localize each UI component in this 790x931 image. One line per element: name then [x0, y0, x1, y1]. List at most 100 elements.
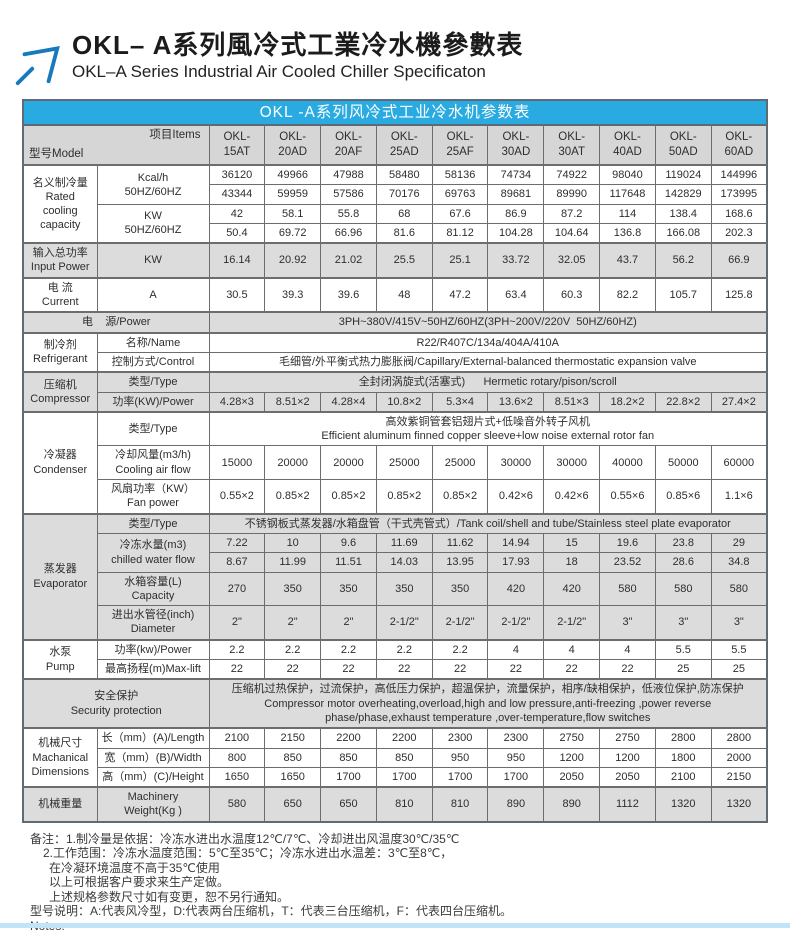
- value-cell: 168.6: [710, 203, 768, 224]
- item-cell: 类型/Type: [96, 410, 210, 447]
- item-cell: A: [96, 276, 210, 313]
- value-cell: 890: [487, 786, 545, 823]
- value-cell: 890: [543, 786, 601, 823]
- value-cell: 60.3: [543, 276, 601, 313]
- value-cell: 74734: [487, 164, 545, 186]
- table-row: 水箱容量(L) Capacity 270 350 350 350 350 420 420 580…: [23, 571, 768, 607]
- item-cell: 最高扬程(m)Max-lift: [96, 659, 210, 680]
- value-cell: 81.6: [375, 222, 433, 244]
- value-cell: 0.55×6: [599, 479, 656, 515]
- row-label-cell: 水泵 Pump: [22, 638, 98, 680]
- table-row: 电 流 Current A 30.5 39.3 39.6 48 47.2 63.4 60.3 82…: [22, 276, 768, 313]
- value-cell: 19.6: [599, 532, 656, 554]
- span-cell: 全封闭涡旋式(活塞式) Hermetic rotary/pison/scroll: [208, 371, 768, 393]
- value-cell: 58480: [375, 164, 433, 186]
- item-cell: 冷冻水量(m3) chilled water flow: [96, 532, 210, 573]
- value-cell: 89681: [487, 184, 545, 205]
- brand-arrow-icon: [15, 46, 60, 86]
- row-label-cell: 蒸发器 Evaporator: [22, 512, 98, 641]
- value-cell: 2800: [710, 727, 768, 749]
- value-cell: 0.85×2: [320, 479, 377, 515]
- value-cell: 420: [543, 571, 601, 607]
- item-cell: Machinery Weight(Kg ): [96, 786, 210, 823]
- value-cell: 60000: [710, 445, 768, 481]
- value-cell: 580: [654, 571, 712, 607]
- value-cell: 47988: [320, 164, 377, 186]
- table-row: 冷冻水量(m3) chilled water flow 7.22 10 9.6 11.6…: [23, 532, 768, 573]
- value-cell: 136.8: [599, 222, 656, 244]
- value-cell: 2300: [487, 727, 545, 749]
- value-cell: 8.67: [208, 552, 266, 573]
- value-cell: 22: [264, 659, 322, 680]
- value-cell: 30.5: [208, 276, 266, 313]
- value-cell: 22: [543, 659, 601, 680]
- value-cell: 4: [543, 638, 601, 661]
- value-cell: 0.85×2: [431, 479, 489, 515]
- note-line: 以上可根据客户要求来生产定做。: [49, 875, 230, 890]
- value-cell: 22: [431, 659, 489, 680]
- value-cell: 5.5: [654, 638, 712, 661]
- row-label-cell: 制冷剂 Refrigerant: [22, 331, 98, 373]
- value-cell: 2100: [208, 727, 266, 749]
- value-cell: 138.4: [654, 203, 712, 224]
- value-cell: 20000: [320, 445, 377, 481]
- value-cell: 43344: [208, 184, 266, 205]
- value-cell: 3": [599, 605, 656, 641]
- value-cell: 40000: [599, 445, 656, 481]
- value-cell: 63.4: [487, 276, 545, 313]
- value-cell: 2000: [710, 747, 768, 768]
- item-cell: 宽（mm）(B)/Width: [96, 747, 210, 768]
- value-cell: 850: [375, 747, 433, 768]
- value-cell: 68: [375, 203, 433, 224]
- value-cell: 42: [208, 203, 266, 224]
- value-cell: 650: [320, 786, 377, 823]
- value-cell: 142829: [654, 184, 712, 205]
- value-cell: 650: [264, 786, 322, 823]
- table-row: 50.4 69.72 66.96 81.6 81.12 104.28 104.64 136.8…: [23, 222, 768, 244]
- value-cell: 580: [710, 571, 768, 607]
- table-row: 功率(KW)/Power 4.28×3 8.51×2 4.28×4 10.8×2 5.3×…: [23, 391, 768, 413]
- row-label-cell: 冷凝器 Condenser: [22, 410, 98, 515]
- value-cell: 2": [320, 605, 377, 641]
- value-cell: 70176: [375, 184, 433, 205]
- value-cell: 14.94: [487, 532, 545, 554]
- value-cell: 11.51: [320, 552, 377, 573]
- value-cell: 8.51×2: [264, 391, 322, 413]
- item-cell: 控制方式/Control: [96, 351, 210, 373]
- value-cell: 1320: [710, 786, 768, 823]
- value-cell: 48: [375, 276, 433, 313]
- value-cell: 2200: [320, 727, 377, 749]
- value-cell: 10: [264, 532, 322, 554]
- value-cell: 0.55×2: [208, 479, 266, 515]
- value-cell: 55.8: [320, 203, 377, 224]
- value-cell: 1200: [543, 747, 601, 768]
- corner-header-cell: 型号Model 项目Items: [22, 124, 210, 166]
- value-cell: 36120: [208, 164, 266, 186]
- value-cell: 16.14: [208, 242, 266, 279]
- value-cell: 104.64: [543, 222, 601, 244]
- table-row: 冷却风量(m3/h) Cooling air flow 15000 20000 200…: [23, 445, 768, 481]
- value-cell: 2-1/2": [487, 605, 545, 641]
- value-cell: 0.42×6: [487, 479, 545, 515]
- model-header-cell: OKL- 30AD: [487, 124, 545, 166]
- value-cell: 2-1/2": [431, 605, 489, 641]
- value-cell: 67.6: [431, 203, 489, 224]
- value-cell: 3": [654, 605, 712, 641]
- value-cell: 25000: [375, 445, 433, 481]
- value-cell: 89990: [543, 184, 601, 205]
- bottom-accent-bar: [0, 923, 790, 928]
- value-cell: 15: [543, 532, 601, 554]
- model-header-cell: OKL- 20AF: [320, 124, 377, 166]
- table-row: 最高扬程(m)Max-lift 22 22 22 22 22 22 22 22 25 25: [23, 659, 768, 680]
- value-cell: 5.5: [710, 638, 768, 661]
- value-cell: 22: [487, 659, 545, 680]
- row-label-cell: 压缩机 Compressor: [22, 371, 98, 413]
- table-row: 冷凝器 Condenser 类型/Type 高效紫铜管套铝翅片式+低噪音外转子风机 …: [22, 410, 768, 515]
- table-row: 安全保护 Security protection 压缩机过热保护，过流保护，高低压…: [22, 678, 768, 729]
- value-cell: 30000: [543, 445, 601, 481]
- value-cell: 25.1: [431, 242, 489, 279]
- table-row: 名义制冷量 Rated cooling capacity Kcal/h 50HZ/…: [22, 163, 768, 244]
- value-cell: 1700: [375, 766, 433, 788]
- value-cell: 22: [320, 659, 377, 680]
- table-row: 高（mm）(C)/Height 1650 1650 1700 1700 1700 1700 2…: [23, 766, 768, 788]
